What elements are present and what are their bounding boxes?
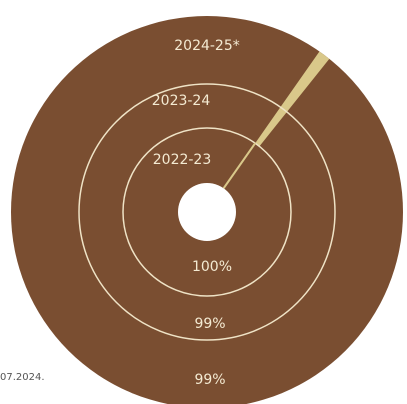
value-label-2024-25: 99%	[194, 372, 225, 388]
ring-label-2023-24: 2023-24	[152, 93, 211, 109]
footnote: 07.2024.	[0, 372, 45, 383]
ring-label-2022-23: 2022-23	[153, 152, 212, 168]
value-label-2022-23: 100%	[192, 259, 232, 275]
center-hole	[178, 183, 236, 241]
value-label-2023-24: 99%	[194, 316, 225, 332]
ring-label-2024-25: 2024-25*	[174, 38, 240, 54]
